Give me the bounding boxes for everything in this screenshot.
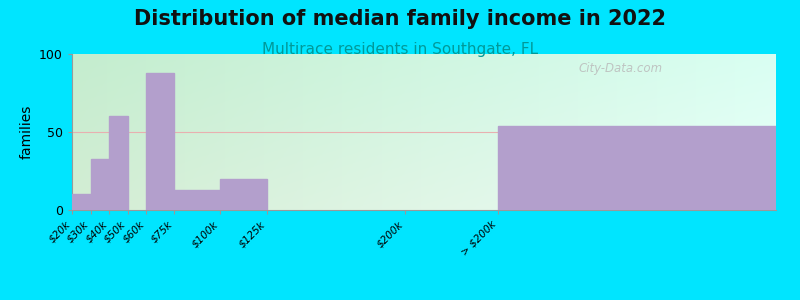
Bar	[109, 116, 127, 210]
Y-axis label: families: families	[19, 105, 34, 159]
Bar	[174, 190, 220, 210]
Text: City-Data.com: City-Data.com	[579, 62, 663, 75]
Text: Distribution of median family income in 2022: Distribution of median family income in …	[134, 9, 666, 29]
Bar	[90, 158, 109, 210]
Bar	[72, 194, 90, 210]
Bar	[220, 179, 266, 210]
Bar	[146, 73, 174, 210]
Bar	[498, 126, 776, 210]
Text: Multirace residents in Southgate, FL: Multirace residents in Southgate, FL	[262, 42, 538, 57]
